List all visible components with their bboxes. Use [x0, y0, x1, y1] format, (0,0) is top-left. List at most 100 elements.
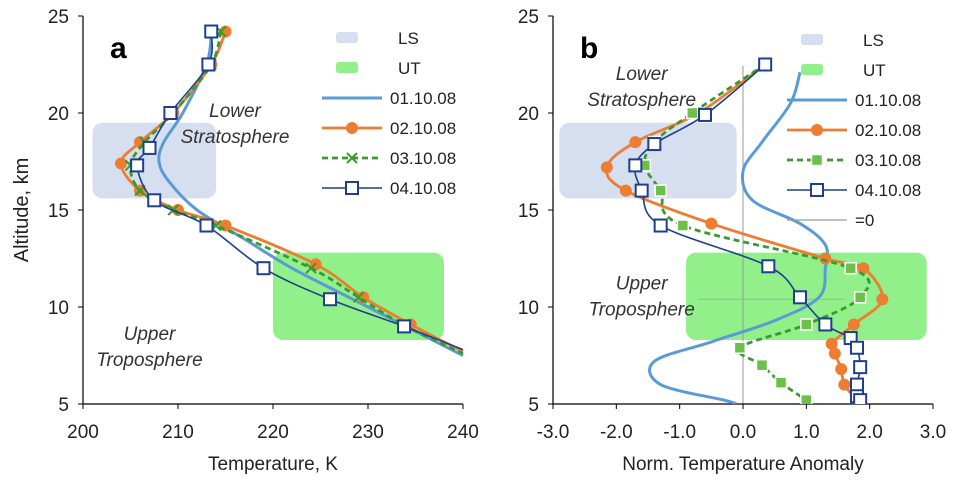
x-tick-label: 2.0 [856, 422, 882, 443]
panel-letter: b [580, 32, 598, 65]
annotation-1: Upper [616, 274, 668, 295]
panel-letter: a [110, 32, 127, 65]
legend-label: 01.10.08 [390, 89, 456, 108]
legend-swatch [336, 62, 358, 73]
annotation-1: Upper [124, 324, 176, 345]
x-tick-label: -3.0 [537, 422, 570, 443]
data-point [305, 262, 317, 274]
x-tick-label: 240 [447, 422, 479, 443]
y-tick-label: 5 [528, 395, 539, 416]
series-04.10.08 [628, 57, 868, 404]
x-tick-label: 220 [257, 422, 289, 443]
legend-swatch [801, 64, 823, 75]
legend: LS UT 01.10.08 02.10.08 03.10.08 04.10.08 =0 [787, 31, 921, 230]
legend-swatch [801, 34, 823, 45]
data-point [619, 184, 632, 197]
data-point [201, 57, 216, 72]
series-03.10.08 [638, 58, 871, 404]
data-point [793, 290, 807, 305]
y-tick-label: 10 [518, 298, 539, 319]
x-tick-label: 3.0 [920, 422, 946, 443]
data-point [844, 261, 857, 275]
series-line [634, 63, 861, 401]
legend: LS UT 01.10.08 02.10.08 03.10.08 04.10.08 [322, 29, 456, 198]
data-point [686, 106, 699, 120]
data-point [352, 291, 365, 304]
data-point [323, 292, 337, 307]
data-point [600, 161, 613, 174]
data-point [256, 261, 271, 276]
data-point [142, 140, 157, 155]
x-tick-label: 1.0 [793, 422, 819, 443]
series-04.10.08 [130, 24, 464, 351]
data-point [876, 293, 889, 306]
legend-marker [345, 181, 359, 195]
legend-label: 01.10.08 [855, 91, 921, 110]
x-axis-label: Norm. Temperature Anomaly [622, 454, 864, 475]
legend-swatch [336, 32, 358, 43]
legend-marker [810, 183, 824, 197]
data-point [850, 340, 864, 355]
x-tick-label: -2.0 [600, 422, 633, 443]
y-tick-label: 25 [48, 7, 69, 28]
legend-label: UT [398, 59, 421, 78]
region-ls [92, 122, 216, 199]
y-tick-label: 25 [518, 7, 539, 28]
annotation-1: Troposphere [96, 350, 202, 371]
x-tick-label: 210 [162, 422, 194, 443]
legend-marker [346, 122, 358, 134]
y-tick-label: 5 [58, 395, 69, 416]
data-point [857, 262, 870, 275]
data-point [838, 378, 851, 391]
legend-label: LS [863, 31, 884, 50]
series-line [157, 35, 464, 357]
data-point [847, 318, 860, 331]
data-point [634, 183, 649, 198]
y-axis-label: Altitude, km [11, 158, 33, 262]
annotation-0: Lower [209, 101, 261, 122]
legend-marker [346, 152, 358, 164]
annotation-1: Troposphere [589, 300, 695, 321]
data-point [835, 363, 848, 376]
data-point [147, 193, 162, 208]
y-tick-label: 20 [48, 104, 69, 125]
series-01.10.08 [157, 35, 464, 357]
y-tick-label: 10 [48, 298, 69, 319]
data-point [853, 393, 868, 404]
annotation-0: Lower [616, 64, 668, 85]
y-tick-label: 20 [518, 104, 539, 125]
data-point [853, 360, 868, 375]
legend-label: 02.10.08 [390, 119, 456, 138]
data-point [676, 219, 690, 232]
data-point [819, 252, 832, 265]
data-point [115, 157, 127, 170]
data-point [800, 318, 813, 331]
data-point [199, 218, 214, 233]
data-point [818, 317, 833, 332]
data-point [774, 376, 788, 389]
x-axis-label: Temperature, K [208, 454, 338, 475]
data-point [758, 57, 773, 72]
x-tick-label: 230 [352, 422, 384, 443]
data-point [629, 136, 642, 149]
legend-label: LS [398, 29, 419, 48]
legend-label: UT [863, 61, 886, 80]
data-point [733, 341, 747, 354]
panel-a: 200 210 220 230 240 5 10 15 20 25 Temperature, K Al… [11, 7, 479, 475]
data-point [628, 158, 643, 173]
data-point [163, 106, 178, 120]
annotation-0: Stratosphere [181, 127, 290, 148]
legend-label: 03.10.08 [855, 151, 921, 170]
data-point [647, 137, 662, 152]
x-tick-label: 0.0 [730, 422, 756, 443]
legend-marker [810, 153, 824, 167]
data-point [800, 393, 813, 404]
data-point [761, 259, 776, 274]
legend-label: 03.10.08 [390, 149, 456, 168]
legend-label: 04.10.08 [855, 181, 921, 200]
data-point [653, 218, 668, 233]
legend-marker [811, 124, 823, 136]
data-point [755, 358, 769, 372]
